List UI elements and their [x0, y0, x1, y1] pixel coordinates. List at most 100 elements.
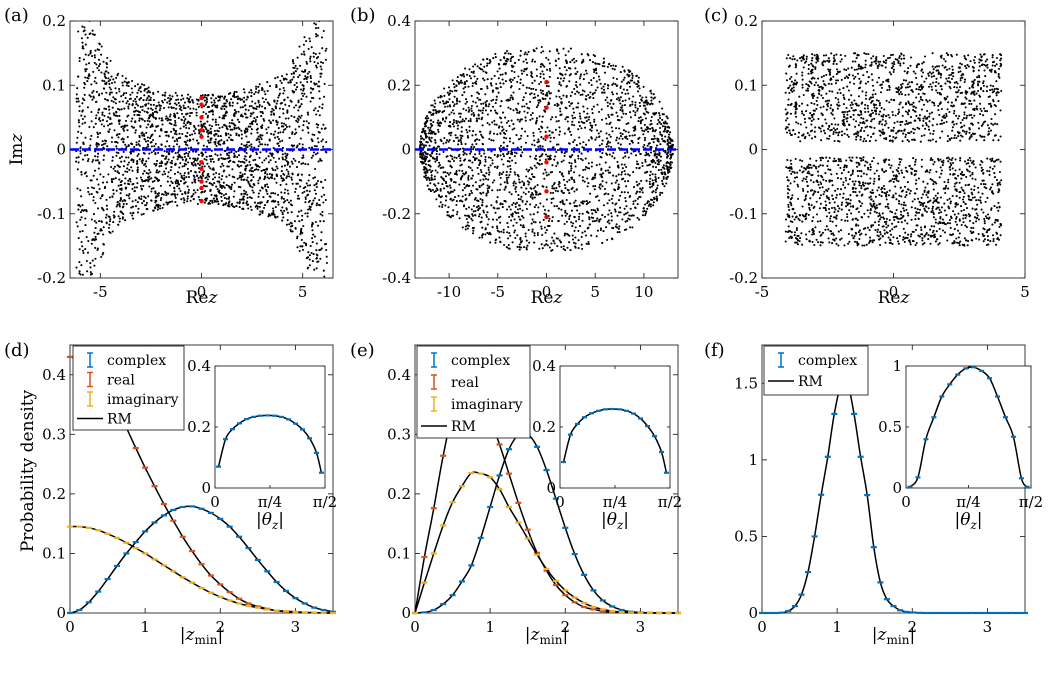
panel-a-eigenvalue-point [89, 49, 92, 52]
panel-b-eigenvalue-point [614, 65, 617, 68]
panel-a-eigenvalue-point [231, 202, 234, 205]
panel-a-eigenvalue-point [281, 156, 284, 159]
panel-b-eigenvalue-point [546, 68, 549, 71]
panel-a-eigenvalue-point [196, 188, 199, 192]
panel-b-eigenvalue-point [452, 125, 456, 128]
panel-a-eigenvalue-point [138, 119, 141, 122]
panel-a-eigenvalue-point [319, 220, 322, 223]
panel-b-eigenvalue-point [542, 137, 545, 140]
panel-b-eigenvalue-point [511, 215, 514, 218]
panel-b-eigenvalue-point [648, 163, 652, 166]
panel-a-eigenvalue-point [117, 223, 120, 226]
panel-b-eigenvalue-point [525, 102, 528, 105]
panel-a-eigenvalue-point [309, 57, 312, 60]
panel-a-eigenvalue-point [136, 201, 139, 204]
panel-a-eigenvalue-point [296, 86, 299, 89]
panel-b-eigenvalue-point [534, 96, 537, 99]
panel-a-eigenvalue-point [75, 266, 78, 269]
panel-b-eigenvalue-point [430, 124, 433, 128]
panel-b-eigenvalue-point [632, 186, 636, 189]
panel-b-eigenvalue-point [601, 139, 604, 142]
panel-a-eigenvalue-point [173, 132, 176, 135]
panel-b-eigenvalue-point [484, 175, 487, 178]
panel-a-eigenvalue-point [238, 176, 241, 179]
panel-b-eigenvalue-point [602, 204, 605, 207]
panel-a-eigenvalue-point [254, 118, 257, 122]
panel-a-eigenvalue-point [235, 204, 238, 208]
panel-a-eigenvalue-point [155, 110, 158, 113]
panel-a-eigenvalue-point [92, 126, 95, 129]
panel-a-eigenvalue-point [217, 95, 220, 98]
panel-a-eigenvalue-point [257, 182, 260, 185]
panel-b-eigenvalue-point [488, 59, 491, 62]
panel-b-eigenvalue-point [429, 126, 432, 129]
panel-a-eigenvalue-point [240, 164, 243, 167]
panel-a-eigenvalue-point [226, 153, 229, 157]
panel-b-eigenvalue-point [612, 151, 615, 155]
panel-b-eigenvalue-point [624, 220, 627, 223]
panel-b-eigenvalue-point [532, 96, 535, 100]
panel-a-eigenvalue-point [193, 178, 196, 181]
panel-b-eigenvalue-point [493, 123, 496, 126]
panel-a-eigenvalue-point [265, 150, 268, 153]
panel-b-eigenvalue-point [613, 68, 616, 71]
panel-b-eigenvalue-point [617, 142, 620, 145]
panel-b-eigenvalue-point [514, 186, 518, 189]
panel-a-eigenvalue-point [228, 174, 231, 177]
panel-a-eigenvalue-point [139, 90, 142, 93]
panel-b-eigenvalue-point [492, 98, 495, 101]
panel-b-eigenvalue-point [512, 142, 515, 145]
panel-b-eigenvalue-point [610, 106, 613, 109]
panel-b-eigenvalue-point [620, 173, 623, 176]
panel-a-eigenvalue-point [117, 184, 120, 187]
panel-a-eigenvalue-point [297, 109, 300, 112]
panel-b-eigenvalue-point [668, 126, 671, 129]
panel-b-eigenvalue-point [570, 167, 573, 170]
panel-a-eigenvalue-point [241, 207, 244, 210]
panel-b-eigenvalue-point [479, 159, 482, 162]
panel-b-eigenvalue-point [517, 198, 520, 201]
panel-a-eigenvalue-point [131, 91, 134, 94]
panel-b-eigenvalue-point [611, 155, 614, 158]
panel-a-eigenvalue-point [126, 124, 129, 127]
panel-b-eigenvalue-point [546, 126, 549, 129]
panel-b-eigenvalue-point [466, 227, 469, 230]
panel-b-eigenvalue-point [460, 74, 463, 77]
panel-a-eigenvalue-point [324, 289, 326, 291]
panel-b-eigenvalue-point [446, 172, 449, 175]
panel-a-eigenvalue-point [171, 182, 174, 185]
panel-b-eigenvalue-point [448, 132, 451, 135]
panel-b-eigenvalue-point [596, 103, 599, 106]
panel-b-eigenvalue-point [586, 150, 589, 153]
panel-b-eigenvalue-point [544, 158, 547, 161]
panel-a-eigenvalue-point [275, 173, 278, 176]
panel-a-eigenvalue-point [314, 16, 316, 18]
panel-a-eigenvalue-point [201, 126, 204, 129]
panel-a-eigenvalue-point [207, 165, 210, 168]
panel-b-eigenvalue-point [612, 227, 615, 230]
panel-a-eigenvalue-point [122, 173, 125, 176]
panel-b-eigenvalue-point [648, 183, 651, 186]
panel-a-eigenvalue-point [86, 13, 88, 15]
panel-a-eigenvalue-point [152, 209, 155, 212]
panel-b-eigenvalue-point [420, 140, 423, 144]
panel-b-eigenvalue-point [504, 59, 507, 62]
panel-a-eigenvalue-point [148, 185, 151, 188]
panel-a-eigenvalue-point [259, 213, 262, 216]
panel-b-eigenvalue-point [505, 129, 508, 132]
panel-b-eigenvalue-point [465, 128, 468, 131]
panel-b-eigenvalue-point [426, 169, 429, 172]
panel-a-eigenvalue-point [252, 159, 255, 162]
panel-a-eigenvalue-point [268, 119, 271, 122]
panel-a-eigenvalue-point [100, 195, 104, 198]
panel-b-eigenvalue-point [639, 152, 642, 155]
panel-b-eigenvalue-point [615, 223, 618, 226]
panel-a-eigenvalue-point [124, 170, 127, 173]
panel-b-eigenvalue-point [601, 214, 604, 217]
panel-b-eigenvalue-point [442, 102, 445, 105]
panel-a-eigenvalue-point [286, 109, 289, 112]
panel-a-eigenvalue-point [81, 273, 84, 276]
panel-a-eigenvalue-point [251, 186, 254, 189]
panel-a-eigenvalue-point [118, 114, 121, 117]
panel-b-eigenvalue-point [589, 91, 592, 94]
